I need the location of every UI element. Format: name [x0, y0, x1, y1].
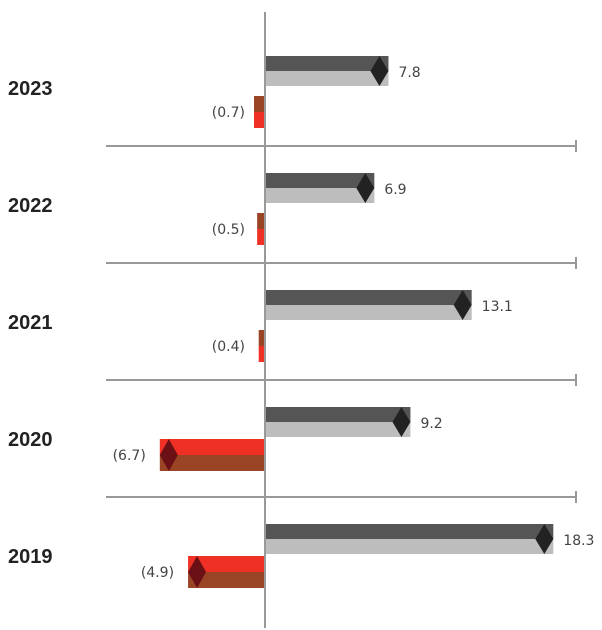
positive-bar-top [266, 407, 411, 422]
negative-value-label: (6.7) [113, 448, 146, 464]
negative-bar-bottom [254, 112, 265, 128]
positive-value-label: 9.2 [420, 416, 442, 432]
positive-value-label: 18.3 [563, 533, 594, 549]
negative-bar-top [257, 213, 265, 229]
positive-bar-cap [370, 56, 389, 86]
negative-bar-top [258, 330, 265, 346]
positive-value-label: 13.1 [482, 299, 513, 315]
category-label: 2019 [8, 546, 53, 568]
negative-value-label: (4.9) [141, 565, 174, 581]
category-label: 2023 [8, 78, 53, 100]
negative-bar-top [254, 96, 265, 112]
negative-bar-bottom [188, 572, 265, 588]
negative-bar-bottom [159, 455, 265, 471]
negative-bar-bottom [258, 346, 265, 362]
positive-bar-top [266, 56, 389, 71]
positive-bar-bottom [266, 422, 411, 437]
positive-bar-top [266, 173, 375, 188]
negative-value-label: (0.7) [212, 105, 245, 121]
positive-value-label: 6.9 [384, 182, 406, 198]
negative-bar-bottom [257, 229, 265, 245]
positive-bar-top [266, 290, 472, 305]
positive-bar-bottom [266, 539, 554, 554]
positive-bar-bottom [266, 305, 472, 320]
positive-bar-cap [453, 290, 472, 320]
bars [159, 56, 554, 588]
labels: 2023 7.8 (0.7) 2022 6.9 (0.5) 2021 13.1 (0.4) 202… [8, 65, 594, 581]
negative-value-label: (0.5) [212, 222, 245, 238]
positive-bar-cap [356, 173, 375, 203]
category-label: 2021 [8, 312, 53, 334]
negative-bar-cap [159, 439, 178, 471]
positive-bar-bottom [266, 71, 389, 86]
positive-value-label: 7.8 [398, 65, 420, 81]
negative-bar-cap [188, 556, 207, 588]
positive-bar-cap [392, 407, 411, 437]
category-label: 2022 [8, 195, 53, 217]
category-separators [106, 140, 577, 503]
positive-bar-bottom [266, 188, 375, 203]
positive-bar-cap [535, 524, 554, 554]
category-label: 2020 [8, 429, 53, 451]
negative-value-label: (0.4) [212, 339, 245, 355]
negative-bar-top [188, 556, 265, 572]
negative-bar-top [159, 439, 265, 455]
positive-bar-top [266, 524, 554, 539]
